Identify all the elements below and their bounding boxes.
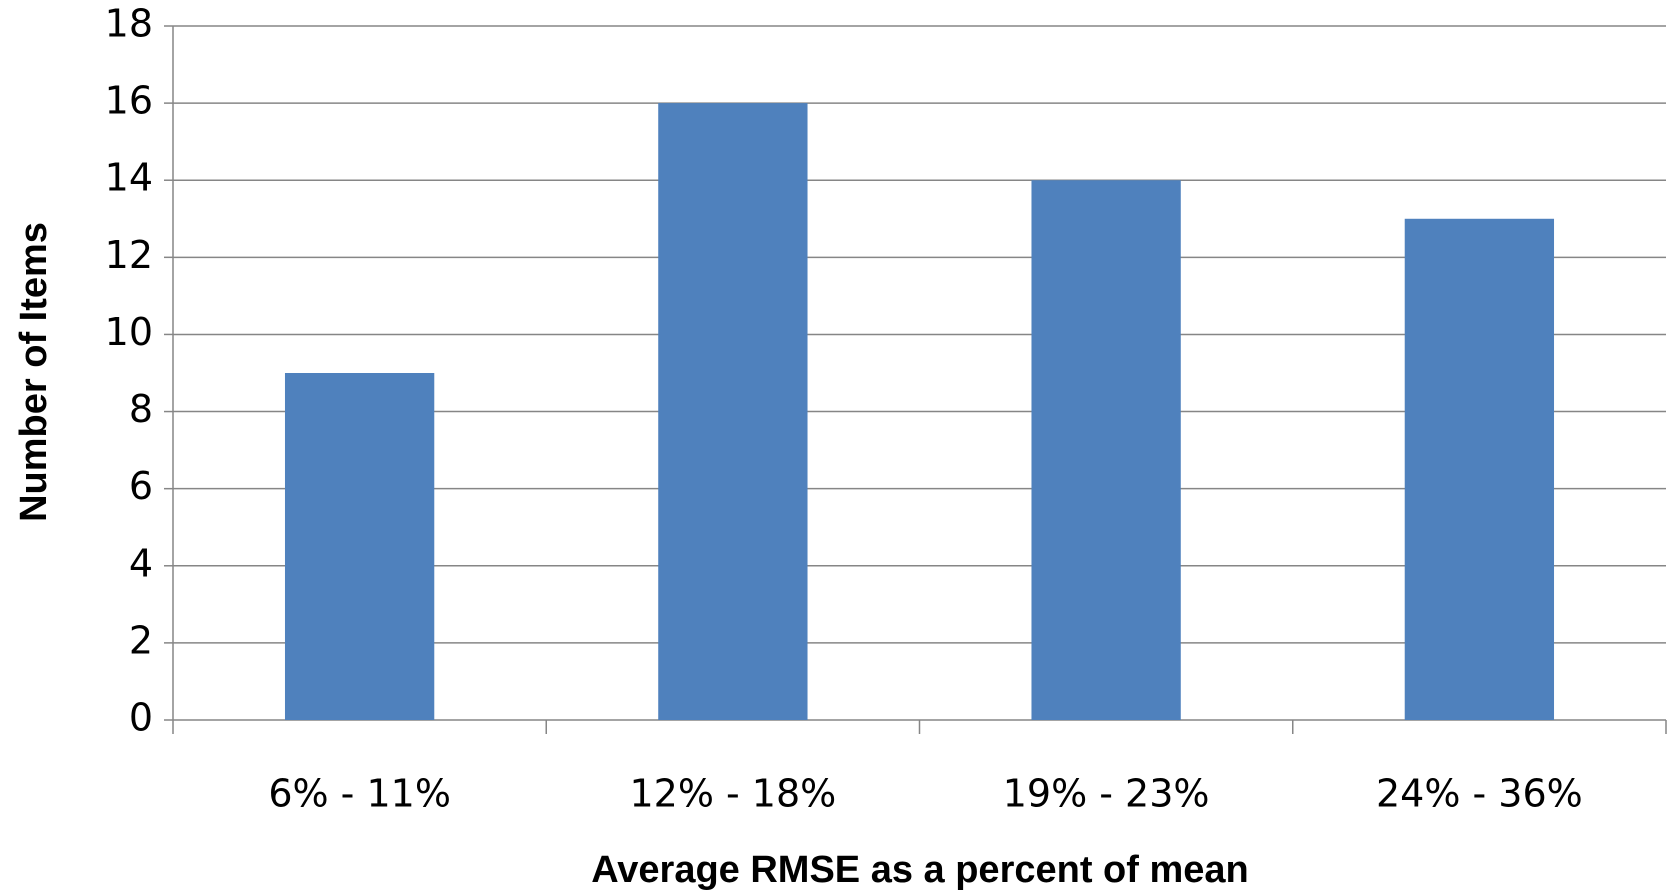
x-tick-label: 6% - 11% [268, 772, 451, 816]
x-tick-label: 12% - 18% [629, 772, 836, 816]
y-tick-label: 8 [129, 387, 153, 431]
bar [1404, 218, 1555, 720]
y-tick-label: 4 [129, 541, 153, 585]
bar [658, 103, 808, 721]
y-tick-label: 14 [105, 156, 153, 200]
x-tick-label: 24% - 36% [1376, 772, 1583, 816]
y-tick-label: 18 [105, 2, 153, 46]
y-tick-label: 12 [105, 233, 153, 277]
y-tick-label: 2 [129, 618, 153, 662]
y-axis-title: Number of Items [13, 222, 55, 522]
y-tick-label: 10 [105, 310, 153, 354]
x-tick-label: 19% - 23% [1003, 772, 1210, 816]
y-tick-label: 0 [129, 696, 153, 740]
y-tick-label: 6 [129, 464, 153, 508]
x-axis-title: Average RMSE as a percent of mean [591, 849, 1249, 891]
bar [284, 373, 435, 720]
bar [1031, 180, 1181, 720]
y-tick-label: 16 [105, 79, 153, 123]
